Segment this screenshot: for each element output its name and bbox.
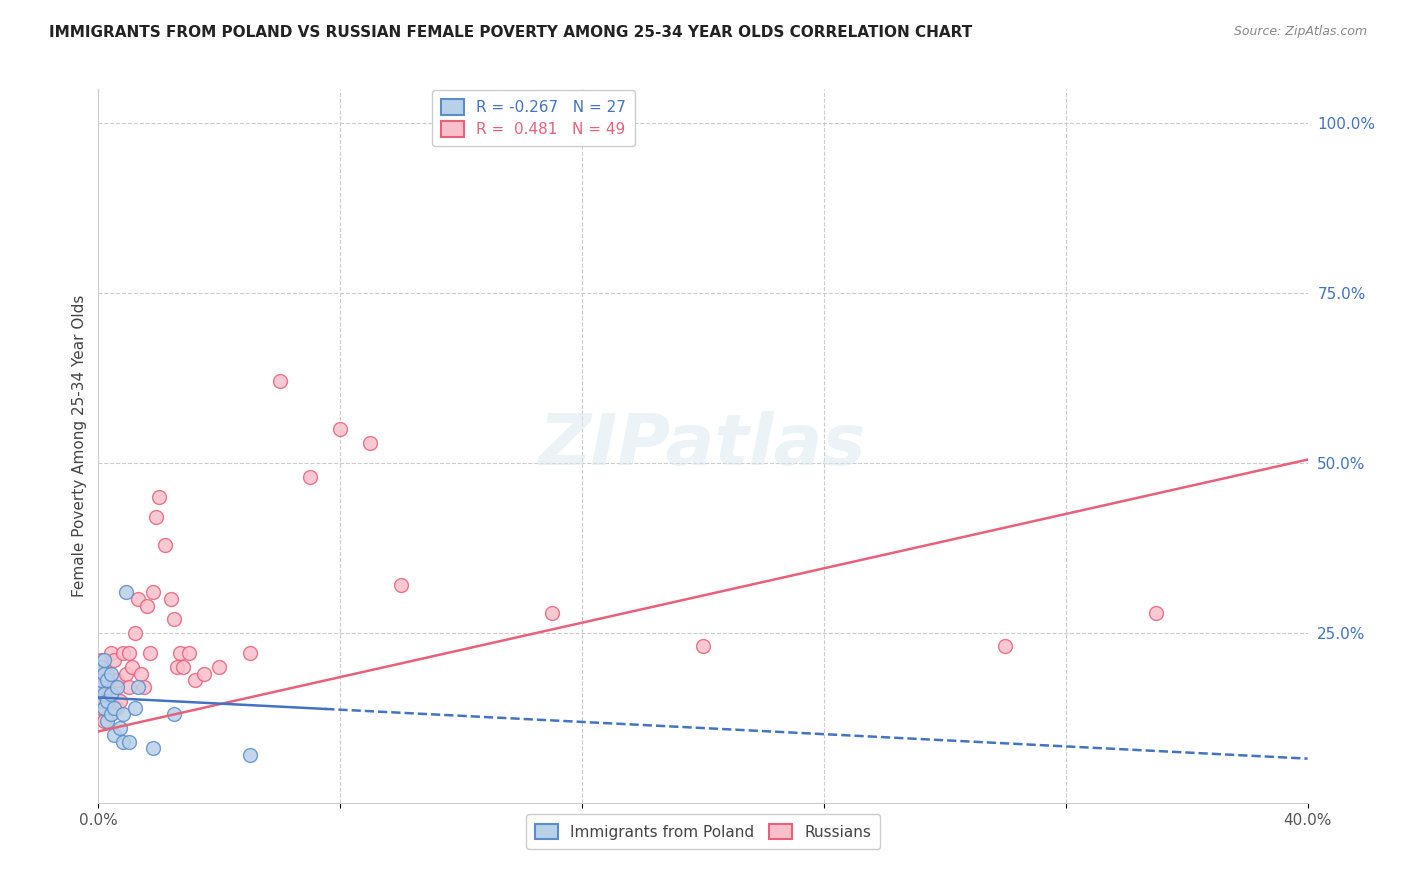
Point bbox=[160, 591, 183, 606]
Point bbox=[100, 646, 122, 660]
Point bbox=[540, 606, 562, 620]
Point bbox=[93, 714, 115, 729]
Point bbox=[142, 741, 165, 756]
Point bbox=[96, 666, 118, 681]
Point bbox=[90, 660, 112, 674]
Point bbox=[118, 680, 141, 694]
Point bbox=[93, 660, 115, 674]
Point bbox=[105, 680, 128, 694]
Point bbox=[96, 673, 118, 688]
Point bbox=[114, 585, 136, 599]
Point bbox=[87, 680, 110, 694]
Point bbox=[163, 612, 186, 626]
Point bbox=[208, 660, 231, 674]
Text: IMMIGRANTS FROM POLAND VS RUSSIAN FEMALE POVERTY AMONG 25-34 YEAR OLDS CORRELATI: IMMIGRANTS FROM POLAND VS RUSSIAN FEMALE… bbox=[49, 25, 973, 40]
Point bbox=[153, 537, 176, 551]
Point bbox=[127, 591, 149, 606]
Point bbox=[100, 707, 122, 722]
Point bbox=[93, 653, 115, 667]
Point bbox=[111, 646, 134, 660]
Point bbox=[100, 666, 122, 681]
Point bbox=[239, 748, 262, 763]
Point bbox=[87, 680, 110, 694]
Point bbox=[93, 666, 115, 681]
Point bbox=[135, 599, 157, 613]
Point bbox=[166, 660, 188, 674]
Point bbox=[1144, 606, 1167, 620]
Y-axis label: Female Poverty Among 25-34 Year Olds: Female Poverty Among 25-34 Year Olds bbox=[72, 295, 87, 597]
Point bbox=[193, 666, 215, 681]
Point bbox=[389, 578, 412, 592]
Legend: Immigrants from Poland, Russians: Immigrants from Poland, Russians bbox=[526, 814, 880, 848]
Point bbox=[121, 660, 143, 674]
Point bbox=[96, 714, 118, 729]
Point bbox=[90, 700, 112, 714]
Point bbox=[142, 585, 165, 599]
Point bbox=[692, 640, 714, 654]
Point bbox=[108, 721, 131, 735]
Point bbox=[179, 646, 201, 660]
Point bbox=[103, 700, 125, 714]
Point bbox=[90, 653, 112, 667]
Point bbox=[132, 680, 155, 694]
Point bbox=[100, 707, 122, 722]
Point bbox=[360, 435, 382, 450]
Point bbox=[169, 646, 191, 660]
Point bbox=[172, 660, 194, 674]
Point bbox=[105, 700, 128, 714]
Point bbox=[299, 469, 322, 483]
Point bbox=[239, 646, 262, 660]
Point bbox=[184, 673, 207, 688]
Point bbox=[329, 422, 352, 436]
Point bbox=[111, 707, 134, 722]
Point bbox=[100, 687, 122, 701]
Point bbox=[93, 687, 115, 701]
Point bbox=[93, 687, 115, 701]
Point bbox=[994, 640, 1017, 654]
Point bbox=[124, 700, 146, 714]
Point bbox=[129, 666, 152, 681]
Point bbox=[145, 510, 167, 524]
Point bbox=[103, 653, 125, 667]
Point bbox=[108, 694, 131, 708]
Point bbox=[269, 375, 291, 389]
Point bbox=[103, 680, 125, 694]
Point bbox=[148, 490, 170, 504]
Point bbox=[96, 694, 118, 708]
Point bbox=[93, 700, 115, 714]
Text: ZIPatlas: ZIPatlas bbox=[540, 411, 866, 481]
Point bbox=[124, 626, 146, 640]
Text: Source: ZipAtlas.com: Source: ZipAtlas.com bbox=[1233, 25, 1367, 38]
Point bbox=[127, 680, 149, 694]
Point bbox=[163, 707, 186, 722]
Point bbox=[111, 734, 134, 748]
Point bbox=[90, 694, 112, 708]
Point bbox=[90, 673, 112, 688]
Point bbox=[118, 734, 141, 748]
Point bbox=[118, 646, 141, 660]
Point bbox=[114, 666, 136, 681]
Point bbox=[103, 728, 125, 742]
Point bbox=[96, 694, 118, 708]
Point bbox=[139, 646, 162, 660]
Point bbox=[105, 673, 128, 688]
